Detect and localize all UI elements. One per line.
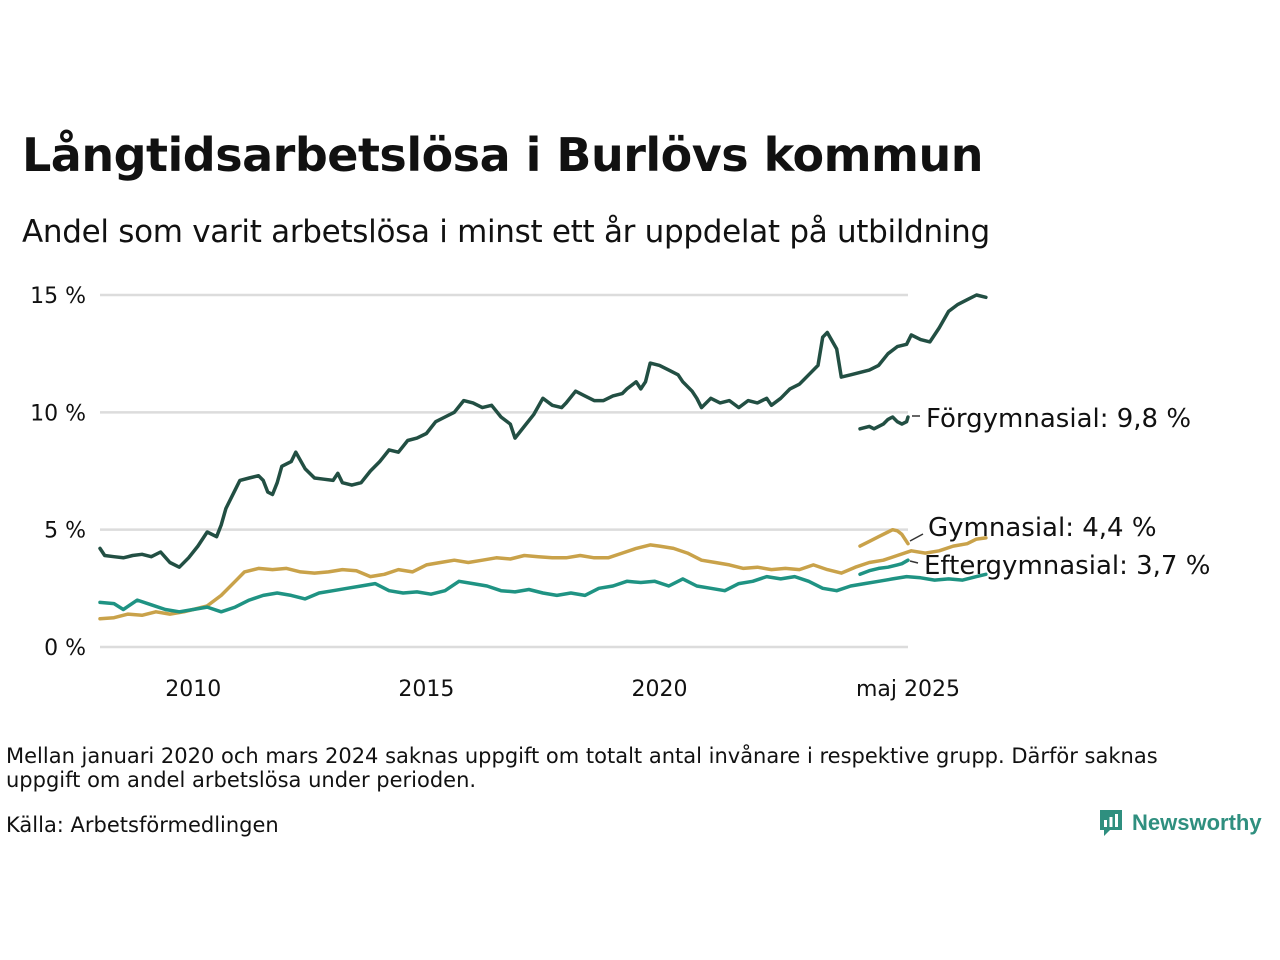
bar-chart-icon <box>1100 810 1122 836</box>
gridlines <box>100 293 908 649</box>
footnote-note: Mellan januari 2020 och mars 2024 saknas… <box>6 744 1158 792</box>
series-line-gymnasial-history <box>98 536 988 621</box>
chart-title: Långtidsarbetslösa i Burlövs kommun <box>22 128 983 182</box>
x-tick-label: 2010 <box>165 677 221 702</box>
label-connector <box>909 560 919 564</box>
series-labels: Förgymnasial: 9,8 % Gymnasial: 4,4 % Efter… <box>909 404 1210 581</box>
x-axis-ticks: 2010 2015 2020 maj 2025 <box>165 677 960 702</box>
y-tick-label: 5 % <box>44 519 86 544</box>
x-tick-label: maj 2025 <box>856 677 960 702</box>
x-tick-label: 2015 <box>398 677 454 702</box>
series-line-eftergymnasial-history <box>98 572 988 614</box>
y-tick-label: 15 % <box>30 284 86 309</box>
label-connector <box>909 533 924 542</box>
series-lines <box>98 293 988 621</box>
series-label-gymnasial: Gymnasial: 4,4 % <box>928 513 1157 543</box>
newsworthy-logo: Newsworthy <box>1098 808 1262 838</box>
series-label-förgymnasial: Förgymnasial: 9,8 % <box>926 404 1191 434</box>
line-chart: 0 % 5 % 10 % 15 % 2010 2015 2020 maj 2025 Förg… <box>30 284 1210 702</box>
series-line-förgymnasial-recent <box>858 415 910 431</box>
brand-name: Newsworthy <box>1132 810 1262 835</box>
chart-subtitle: Andel som varit arbetslösa i minst ett å… <box>22 214 990 250</box>
series-line-gymnasial-recent <box>858 527 910 548</box>
y-tick-label: 0 % <box>44 636 86 661</box>
series-line-förgymnasial-history <box>98 293 988 569</box>
x-tick-label: 2020 <box>631 677 687 702</box>
source-text: Källa: Arbetsförmedlingen <box>6 813 279 837</box>
series-line-eftergymnasial-recent <box>858 558 910 577</box>
series-label-eftergymnasial: Eftergymnasial: 3,7 % <box>924 551 1210 581</box>
y-tick-label: 10 % <box>30 401 86 426</box>
y-axis-ticks: 0 % 5 % 10 % 15 % <box>30 284 86 661</box>
